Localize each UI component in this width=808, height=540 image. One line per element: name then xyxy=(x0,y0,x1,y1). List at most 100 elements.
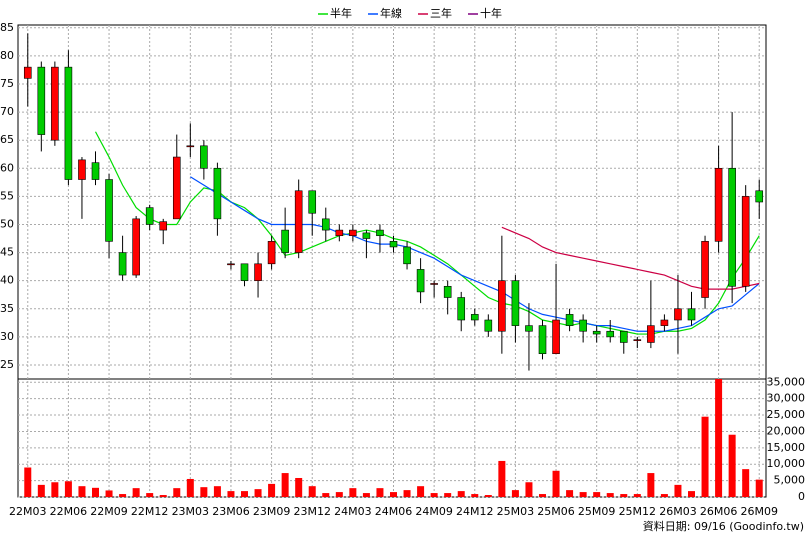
volume-bar xyxy=(51,482,59,497)
candle-body xyxy=(172,156,181,220)
volume-bar xyxy=(213,486,221,497)
volume-bar xyxy=(146,493,154,497)
volume-bar xyxy=(78,486,86,497)
candle-body xyxy=(403,246,411,265)
candle-body xyxy=(565,314,574,326)
candle-body xyxy=(23,66,32,79)
y2-tick-label: 15,000 xyxy=(767,441,806,454)
volume-bar xyxy=(390,492,397,497)
x-tick-label: 24M09 xyxy=(415,505,453,518)
candle-body xyxy=(579,319,587,332)
volume-bar xyxy=(633,494,641,497)
x-tick-label: 23M06 xyxy=(212,505,250,518)
volume-bar xyxy=(281,473,289,497)
y-tick-label: 60 xyxy=(0,161,14,174)
candle-body xyxy=(159,221,168,231)
volume-bar xyxy=(539,494,546,497)
x-tick-label: 25M12 xyxy=(619,505,657,518)
volume-bar xyxy=(335,492,343,497)
volume-bar xyxy=(417,486,425,497)
candle-body xyxy=(389,241,398,248)
x-tick-label: 22M09 xyxy=(90,505,128,518)
candle-body xyxy=(687,308,696,321)
candle-body xyxy=(498,280,506,332)
candle-body xyxy=(64,66,73,180)
x-tick-label: 23M09 xyxy=(253,505,291,518)
y2-tick-label: 30,000 xyxy=(767,392,806,405)
volume-bar xyxy=(471,494,479,497)
candle-body xyxy=(470,314,479,321)
x-tick-label: 22M12 xyxy=(131,505,169,518)
candle-body xyxy=(51,66,59,141)
volume-bar xyxy=(620,494,628,497)
y-tick-label: 55 xyxy=(0,189,14,202)
volume-bar xyxy=(322,493,330,497)
y-tick-label: 85 xyxy=(0,21,14,34)
candle-body xyxy=(552,319,560,355)
legend: 半年 年線 三年 十年 xyxy=(318,6,502,20)
volume-bar xyxy=(119,494,127,497)
candle-body xyxy=(660,319,669,326)
volume-bar xyxy=(308,486,316,497)
volume-bar xyxy=(674,484,682,497)
volume-bar xyxy=(498,460,506,497)
volume-bar xyxy=(579,492,587,497)
volume-bar xyxy=(701,416,709,497)
legend-label: 半年 xyxy=(330,6,352,20)
x-tick-label: 25M09 xyxy=(578,505,616,518)
candle-body xyxy=(118,252,127,276)
candle-body xyxy=(267,241,276,265)
volume-bar xyxy=(593,492,601,497)
candle-body xyxy=(200,145,208,169)
x-tick-label: 26M09 xyxy=(740,505,778,518)
volume-bar xyxy=(227,491,235,497)
volume-bar xyxy=(484,495,492,497)
candle-body xyxy=(37,66,46,135)
candle-body xyxy=(484,319,493,332)
candle-body xyxy=(741,196,750,287)
volume-bar xyxy=(132,488,140,497)
candle-body xyxy=(335,229,344,237)
volume-bar xyxy=(376,488,384,497)
x-tick-label: 26M03 xyxy=(659,505,697,518)
candle-body xyxy=(633,339,642,341)
y-tick-label: 65 xyxy=(0,133,14,146)
y-tick-label: 80 xyxy=(0,49,14,62)
x-tick-label: 23M12 xyxy=(293,505,331,518)
volume-bar xyxy=(525,482,533,497)
volume-bar xyxy=(200,487,208,497)
volume-bar xyxy=(647,473,655,497)
candle-body xyxy=(674,308,682,321)
candle-body xyxy=(227,263,235,266)
candle-body xyxy=(701,241,709,298)
x-tick-label: 24M03 xyxy=(334,505,372,518)
volume-bar xyxy=(552,470,560,497)
x-tick-label: 24M06 xyxy=(375,505,413,518)
y-tick-label: 70 xyxy=(0,105,14,118)
legend-label: 十年 xyxy=(480,6,502,20)
candle-body xyxy=(186,145,195,148)
y2-tick-label: 10,000 xyxy=(767,457,806,470)
x-tick-label: 23M03 xyxy=(172,505,210,518)
candle-body xyxy=(213,167,222,220)
candle-body xyxy=(592,330,601,335)
volume-bar xyxy=(660,494,668,497)
y-tick-label: 40 xyxy=(0,274,14,287)
candle-body xyxy=(349,229,357,237)
volume-bar xyxy=(362,493,370,497)
y2-tick-label: 20,000 xyxy=(767,424,806,437)
x-tick-label: 25M06 xyxy=(537,505,575,518)
volume-bar xyxy=(349,488,357,497)
candle-body xyxy=(132,218,140,276)
volume-bar xyxy=(566,490,574,497)
volume-bar xyxy=(715,379,723,497)
volume-bar xyxy=(268,483,276,497)
volume-bar xyxy=(457,491,465,497)
volume-bar xyxy=(159,495,167,497)
x-tick-label: 22M06 xyxy=(50,505,88,518)
candle-body xyxy=(538,325,547,355)
y2-tick-label: 5,000 xyxy=(774,474,806,487)
volume-bar xyxy=(728,434,736,497)
